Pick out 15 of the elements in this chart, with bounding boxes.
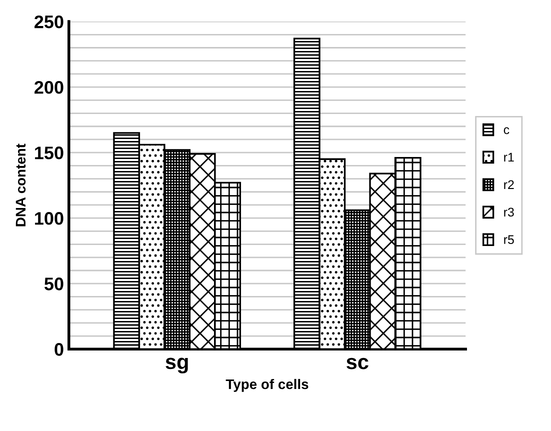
legend-label: r5: [504, 235, 514, 244]
legend-label: c: [504, 127, 510, 134]
y-tick-label: 250: [34, 15, 64, 28]
y-tick-label: 50: [44, 278, 64, 290]
x-tick-label: sc: [346, 358, 368, 370]
legend-label: r2: [504, 180, 514, 189]
y-tick-label: 100: [35, 212, 64, 225]
y-tick-label: 200: [34, 80, 64, 94]
legend-label: r1: [504, 152, 514, 162]
legend-label: r3: [504, 208, 514, 217]
y-axis-title: DNA content: [16, 144, 26, 226]
x-axis-title: Type of cells: [226, 378, 308, 392]
x-tick-label: sg: [166, 358, 188, 374]
y-tick-label: 150: [35, 146, 64, 160]
y-tick-label: 0: [54, 343, 64, 356]
